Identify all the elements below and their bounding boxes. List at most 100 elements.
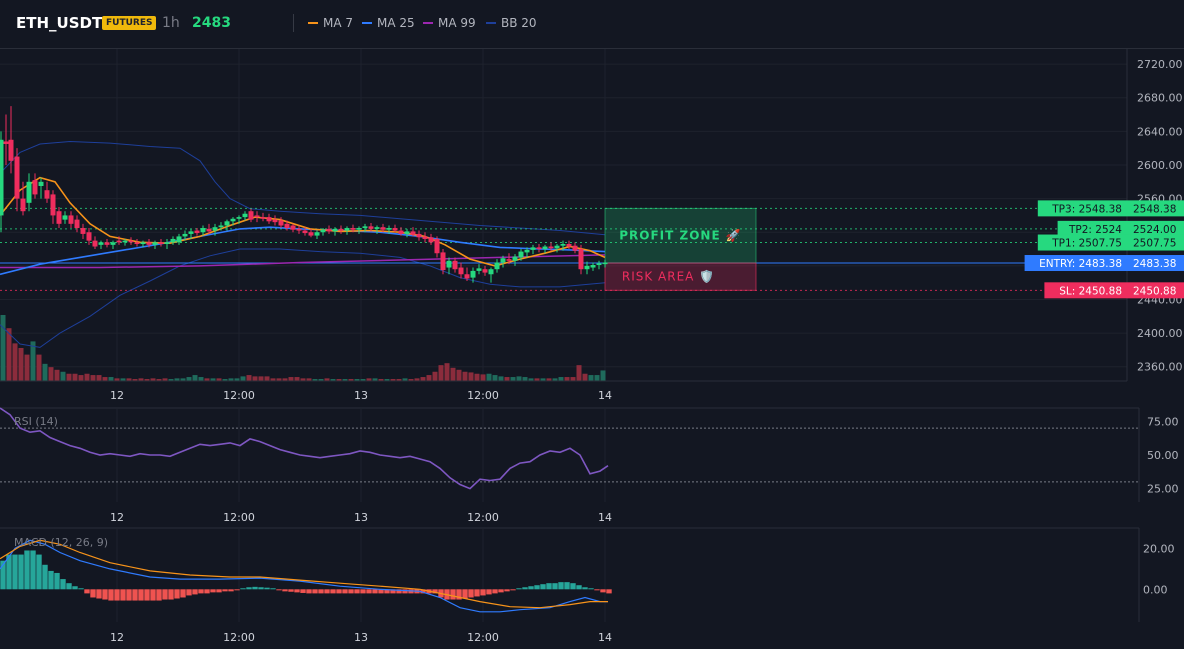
level-tag-label: TP1: 2507.75 (1051, 238, 1122, 250)
rsi-pane[interactable]: RSI (14) 25.00 50.00 75.00 12 12:00 13 12:00 14 (0, 407, 1179, 524)
candle-body (302, 230, 308, 234)
volume-bar (114, 378, 120, 381)
level-tag (1024, 255, 1127, 272)
legend-ma7[interactable]: MA 7 (308, 16, 353, 30)
volume-bar (432, 371, 438, 381)
level-tag-label: TP2: 2524 (1068, 224, 1122, 236)
candle-body (338, 228, 344, 231)
time-axis-tick-label: 12 (110, 631, 124, 644)
candle-body (536, 247, 542, 250)
volume-bar (150, 378, 156, 381)
macd-histogram-bar (150, 589, 156, 601)
macd-histogram-bar (528, 586, 534, 590)
header-divider (293, 14, 294, 32)
macd-histogram-bar (378, 589, 384, 594)
macd-histogram-bar (222, 589, 228, 592)
candle-body (494, 262, 500, 270)
volume-bar (516, 376, 522, 381)
macd-histogram-bar (210, 589, 216, 593)
volume-bar (438, 365, 444, 381)
price-axis-tick-label: 2720.00 (1137, 58, 1183, 71)
candle-body (128, 240, 134, 243)
macd-histogram-bar (48, 570, 54, 590)
volume-bar (174, 378, 180, 381)
rsi-axis-tick-label: 50.00 (1147, 449, 1179, 462)
macd-pane[interactable]: MACD (12, 26, 9) 0.00 20.00 12 12:00 13 12:00 1… (0, 527, 1175, 644)
volume-bar (462, 371, 468, 381)
candle-body (50, 194, 56, 216)
volume-bar (0, 315, 6, 381)
volume-bar (450, 367, 456, 381)
candle-body (356, 228, 362, 230)
price-axis-tick-label: 2680.00 (1137, 92, 1183, 105)
macd-histogram-bar (390, 589, 396, 594)
candle-body (20, 198, 26, 212)
candle-body (38, 181, 44, 187)
volume-bar (282, 378, 288, 381)
candle-body (206, 228, 212, 232)
candle-body (470, 270, 476, 278)
macd-histogram-bar (156, 589, 162, 601)
candle-body (434, 238, 440, 254)
candle-body (3, 141, 9, 144)
candle-body (428, 237, 434, 243)
macd-histogram-bar (576, 585, 582, 590)
candle-body (80, 228, 86, 234)
volume-bar (288, 377, 294, 381)
candle-body (350, 228, 356, 230)
volume-bar (102, 377, 108, 381)
level-tag-label: TP3: 2548.38 (1051, 203, 1122, 215)
symbol-name[interactable]: ETH_USDT (16, 14, 103, 32)
legend-ma99[interactable]: MA 99 (423, 16, 476, 30)
volume-bar (42, 363, 48, 381)
macd-histogram-bar (72, 586, 78, 590)
volume-bar (306, 378, 312, 381)
time-axis-tick-label: 13 (354, 389, 368, 402)
candle-body (140, 242, 146, 244)
legend-ma25[interactable]: MA 25 (362, 16, 415, 30)
volume-bar (36, 354, 42, 381)
macd-histogram-bar (606, 589, 612, 594)
candle-body (596, 263, 602, 266)
volume-bar (276, 378, 282, 381)
volume-bar (366, 378, 372, 381)
time-axis-tick-label: 12:00 (223, 631, 255, 644)
candle-body (326, 228, 332, 232)
level-tag (1037, 234, 1127, 251)
macd-histogram-bar (36, 554, 42, 590)
candle-body (134, 242, 140, 244)
volume-bar (120, 378, 126, 381)
volume-bar (588, 375, 594, 381)
candle-body (272, 219, 278, 223)
candle-body (512, 256, 518, 261)
volume-bar (456, 369, 462, 381)
time-axis-tick-label: 12:00 (467, 511, 499, 524)
macd-histogram-bar (510, 589, 516, 591)
level-axis-tag (1127, 255, 1184, 272)
volume-bar (576, 365, 582, 381)
candle-body (578, 249, 584, 270)
level-axis-label: 2548.38 (1133, 203, 1176, 215)
volume-bar (354, 379, 360, 381)
level-axis-label: 2507.75 (1133, 238, 1176, 250)
volume-bar (222, 379, 228, 381)
macd-histogram-bar (246, 587, 252, 590)
timeframe-selector[interactable]: 1h (162, 15, 180, 31)
macd-histogram-bar (132, 589, 138, 601)
macd-histogram-bar (348, 589, 354, 594)
candle-body (386, 228, 392, 230)
macd-histogram-bar (318, 589, 324, 594)
candle-body (260, 217, 266, 219)
legend-swatch (423, 22, 433, 24)
macd-histogram-bar (30, 550, 36, 590)
legend-bb20[interactable]: BB 20 (486, 16, 537, 30)
price-pane[interactable]: PROFIT ZONE 🚀 RISK AREA 🛡️ 2360.00 2400.00 2… (0, 49, 1184, 402)
legend-label: MA 25 (377, 16, 415, 30)
level-axis-label: 2524.00 (1133, 224, 1176, 236)
candle-body (560, 243, 566, 246)
macd-histogram-bar (384, 589, 390, 594)
volume-bar (270, 378, 276, 381)
risk-zone-label: RISK AREA 🛡️ (622, 270, 715, 284)
macd-histogram-bar (144, 589, 150, 601)
